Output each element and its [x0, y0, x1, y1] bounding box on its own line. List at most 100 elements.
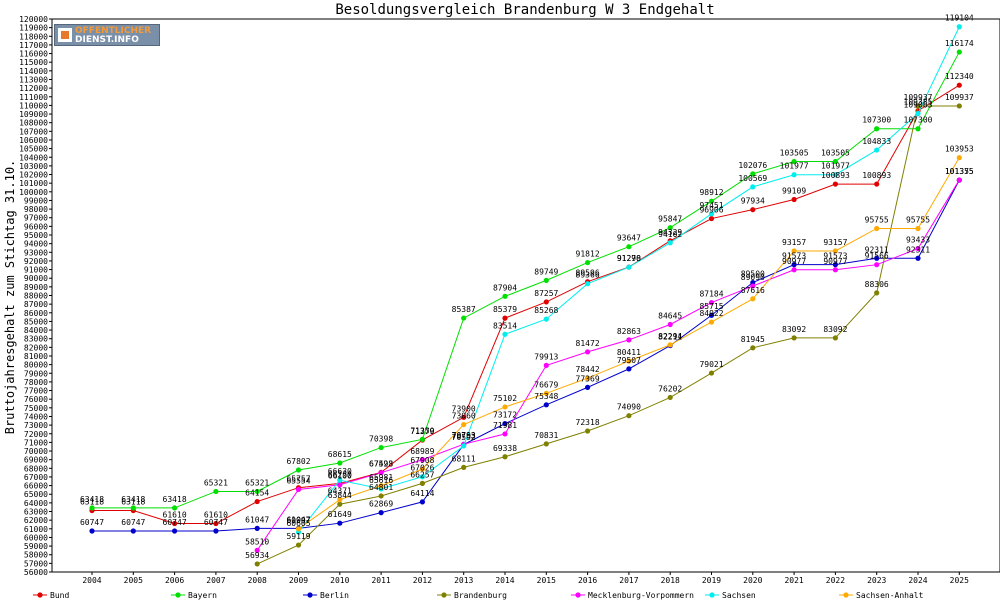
data-label: 101355 [945, 167, 974, 176]
data-point [956, 49, 962, 55]
data-label: 98912 [699, 188, 723, 197]
data-label: 84922 [699, 309, 723, 318]
data-labels: 63118 63118 61610 61610 64154 65757 66250 67528… [80, 14, 974, 560]
data-label: 93647 [617, 234, 641, 243]
data-label: 75348 [534, 392, 558, 401]
x-tick-label: 2022 [826, 576, 845, 585]
data-point [915, 245, 921, 252]
y-tick-label: 63000 [24, 508, 48, 517]
data-point [337, 501, 343, 507]
data-label: 109385 [904, 98, 933, 107]
data-label: 63418 [80, 495, 104, 504]
x-tick-label: 2010 [330, 576, 349, 585]
data-point [502, 293, 508, 299]
x-tick-label: 2007 [206, 576, 225, 585]
data-label: 60747 [80, 518, 104, 527]
y-tick-label: 68000 [24, 464, 48, 473]
data-label: 79507 [617, 356, 641, 365]
series-line [92, 179, 960, 532]
data-point [543, 277, 549, 283]
legend-label: Berlin [320, 591, 349, 600]
data-label: 103505 [780, 149, 809, 158]
y-tick-label: 94000 [24, 240, 48, 249]
data-label: 103505 [821, 149, 850, 158]
data-point [585, 349, 591, 355]
data-label: 65981 [369, 473, 393, 482]
legend-label: Bayern [188, 591, 217, 600]
data-label: 79913 [534, 352, 558, 361]
data-label: 77369 [576, 374, 600, 383]
data-label: 109937 [904, 93, 933, 102]
data-label: 61047 [245, 515, 269, 524]
data-label: 91566 [865, 252, 889, 261]
data-label: 74090 [617, 403, 641, 412]
data-point [585, 384, 591, 390]
data-point [378, 493, 384, 499]
data-point [956, 155, 962, 161]
data-point [337, 520, 343, 526]
data-label: 67528 [369, 459, 393, 468]
data-point [708, 312, 715, 318]
y-tick-label: 73000 [24, 421, 48, 430]
data-point [172, 520, 178, 527]
x-tick-label: 2008 [248, 576, 267, 585]
data-point [832, 335, 839, 341]
data-label: 76202 [658, 384, 682, 393]
series-sachsen-anhalt [295, 155, 962, 532]
data-point [543, 362, 549, 368]
y-tick-label: 107000 [19, 127, 48, 136]
y-tick-label: 92000 [24, 257, 48, 266]
data-label: 82211 [658, 333, 682, 342]
y-tick-label: 61000 [24, 525, 48, 534]
legend-label: Sachsen-Anhalt [856, 591, 924, 600]
y-tick-label: 95000 [24, 231, 48, 240]
data-point [708, 211, 715, 217]
data-label: 109937 [945, 93, 974, 102]
data-label: 94102 [658, 230, 682, 239]
data-label: 89596 [576, 269, 600, 278]
data-point [832, 248, 839, 254]
data-label: 64114 [410, 489, 434, 498]
data-label: 87904 [493, 283, 517, 292]
y-tick-label: 120000 [19, 15, 48, 24]
data-point [543, 390, 549, 396]
y-tick-label: 102000 [19, 171, 48, 180]
data-label: 93157 [782, 238, 806, 247]
y-tick-label: 72000 [24, 430, 48, 439]
data-point [956, 82, 962, 88]
data-label: 64371 [328, 487, 352, 496]
data-label: 58510 [245, 537, 269, 546]
data-point [295, 526, 302, 532]
data-point [874, 147, 880, 153]
data-label: 97934 [741, 197, 765, 206]
x-tick-label: 2013 [454, 576, 473, 585]
data-point [956, 177, 962, 183]
y-tick-label: 93000 [24, 248, 48, 257]
data-label: 63418 [163, 495, 187, 504]
data-point [254, 488, 260, 495]
x-tick-label: 2005 [124, 576, 143, 585]
data-label: 64154 [245, 489, 269, 498]
x-tick-label: 2011 [371, 576, 390, 585]
y-tick-label: 99000 [24, 196, 48, 205]
data-point [750, 171, 756, 177]
data-point [543, 299, 549, 305]
data-label: 71279 [410, 427, 434, 436]
data-label: 72318 [576, 418, 600, 427]
data-label: 85379 [493, 305, 517, 314]
data-label: 70793 [452, 431, 476, 440]
data-label: 81945 [741, 335, 765, 344]
data-point [378, 444, 384, 451]
data-label: 92311 [906, 245, 930, 254]
data-label: 63118 [121, 497, 145, 506]
series-brandenburg [254, 103, 962, 567]
data-point [502, 454, 508, 460]
data-label: 100893 [862, 171, 891, 180]
y-tick-label: 70000 [24, 447, 48, 456]
y-tick-label: 83000 [24, 335, 48, 344]
data-label: 60747 [121, 518, 145, 527]
data-point [874, 126, 880, 132]
data-point [378, 510, 384, 516]
data-label: 65321 [245, 478, 269, 487]
data-point [461, 443, 467, 449]
